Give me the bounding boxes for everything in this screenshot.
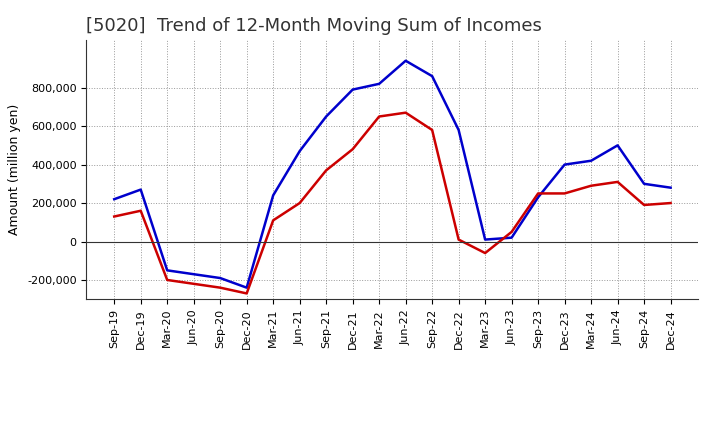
Ordinary Income [163, 268, 171, 273]
Ordinary Income [613, 143, 622, 148]
Net Income [110, 214, 119, 219]
Net Income [560, 191, 569, 196]
Net Income [295, 200, 304, 205]
Net Income [163, 277, 171, 282]
Ordinary Income [243, 285, 251, 290]
Net Income [269, 218, 277, 223]
Ordinary Income [508, 235, 516, 240]
Ordinary Income [666, 185, 675, 191]
Net Income [322, 168, 330, 173]
Line: Ordinary Income: Ordinary Income [114, 61, 670, 288]
Net Income [508, 229, 516, 235]
Text: [5020]  Trend of 12-Month Moving Sum of Incomes: [5020] Trend of 12-Month Moving Sum of I… [86, 17, 542, 35]
Ordinary Income [216, 275, 225, 281]
Ordinary Income [560, 162, 569, 167]
Ordinary Income [110, 197, 119, 202]
Ordinary Income [587, 158, 595, 163]
Ordinary Income [481, 237, 490, 242]
Net Income [454, 237, 463, 242]
Net Income [428, 127, 436, 132]
Ordinary Income [401, 58, 410, 63]
Ordinary Income [428, 73, 436, 79]
Net Income [613, 179, 622, 184]
Net Income [216, 285, 225, 290]
Ordinary Income [136, 187, 145, 192]
Ordinary Income [295, 148, 304, 154]
Net Income [243, 291, 251, 296]
Ordinary Income [348, 87, 357, 92]
Ordinary Income [189, 271, 198, 277]
Net Income [587, 183, 595, 188]
Line: Net Income: Net Income [114, 113, 670, 293]
Net Income [534, 191, 542, 196]
Net Income [666, 200, 675, 205]
Ordinary Income [269, 193, 277, 198]
Ordinary Income [322, 114, 330, 119]
Net Income [136, 208, 145, 213]
Ordinary Income [534, 194, 542, 200]
Net Income [348, 147, 357, 152]
Ordinary Income [454, 127, 463, 132]
Net Income [640, 202, 649, 208]
Ordinary Income [375, 81, 384, 87]
Net Income [189, 281, 198, 286]
Y-axis label: Amount (million yen): Amount (million yen) [9, 104, 22, 235]
Ordinary Income [640, 181, 649, 187]
Net Income [401, 110, 410, 115]
Net Income [375, 114, 384, 119]
Net Income [481, 250, 490, 256]
